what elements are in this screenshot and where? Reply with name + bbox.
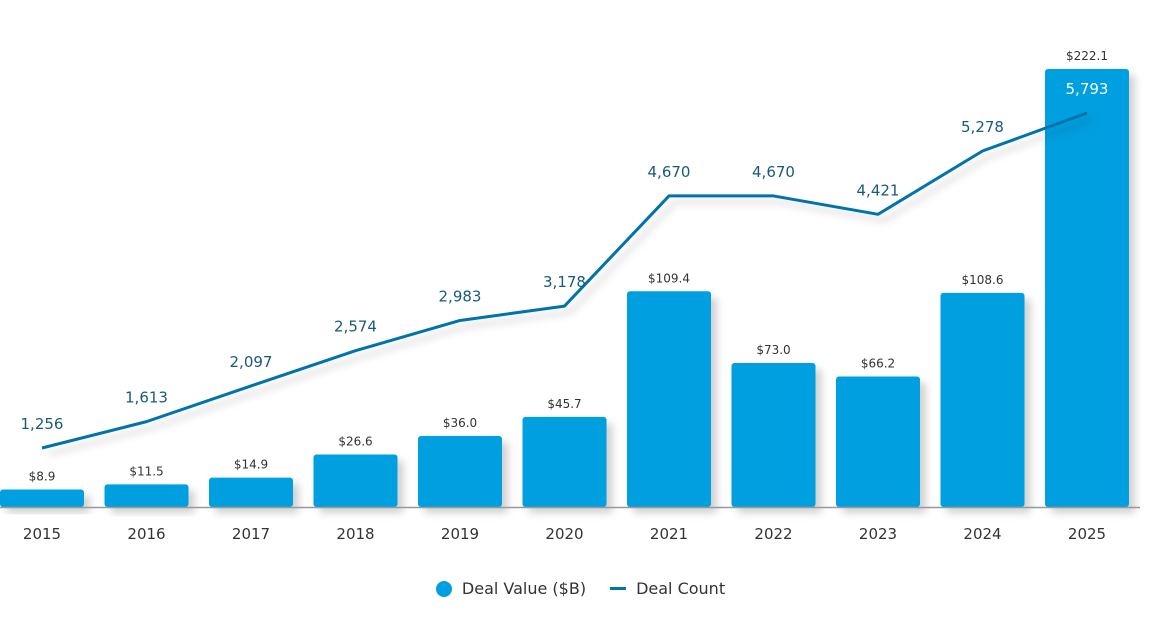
- line-point[interactable]: [353, 348, 359, 354]
- bar-label: $66.2: [861, 356, 895, 370]
- line-label: 2,097: [230, 353, 273, 371]
- x-tick-label: 2020: [545, 525, 583, 543]
- bar-2025[interactable]: [1045, 69, 1129, 507]
- x-tick-label: 2021: [650, 525, 688, 543]
- x-tick-label: 2019: [441, 525, 479, 543]
- bar-2019[interactable]: [418, 436, 502, 507]
- bar-label: $14.9: [234, 458, 268, 472]
- x-tick-label: 2015: [23, 525, 61, 543]
- line-label: 1,256: [21, 415, 64, 433]
- line-label: 2,983: [439, 287, 482, 305]
- bar-label: $108.6: [962, 273, 1004, 287]
- bar-label: $73.0: [756, 343, 790, 357]
- bar-2015[interactable]: [0, 489, 84, 507]
- line-point[interactable]: [875, 211, 881, 217]
- line-point[interactable]: [980, 148, 986, 154]
- bar-2022[interactable]: [731, 363, 816, 507]
- line-label: 5,278: [961, 118, 1004, 136]
- deal-count-line[interactable]: [41, 111, 1088, 450]
- legend-line-marker: [610, 587, 627, 590]
- x-tick-label: 2016: [127, 525, 165, 543]
- line-point[interactable]: [248, 383, 254, 389]
- bar-label: $26.6: [338, 435, 372, 449]
- line-label: 1,613: [125, 389, 168, 407]
- line-point[interactable]: [562, 303, 568, 309]
- x-tick-label: 2017: [232, 525, 270, 543]
- bar-label: $109.4: [648, 271, 690, 285]
- bar-label: $36.0: [443, 416, 477, 430]
- legend-line-label[interactable]: Deal Count: [636, 579, 726, 598]
- line-point[interactable]: [39, 445, 45, 451]
- x-tick-label: 2025: [1068, 525, 1106, 543]
- line-label: 2,574: [334, 318, 377, 336]
- line-point[interactable]: [666, 193, 672, 199]
- bar-label: $11.5: [129, 464, 163, 478]
- bar-2016[interactable]: [104, 484, 189, 507]
- bar-2023[interactable]: [836, 376, 920, 507]
- x-tick-label: 2018: [336, 525, 374, 543]
- x-tick-label: 2022: [754, 525, 792, 543]
- line-point[interactable]: [457, 317, 463, 323]
- line-label: 4,670: [648, 163, 691, 181]
- line-label: 4,670: [752, 163, 795, 181]
- bar-2024[interactable]: [940, 292, 1025, 507]
- bar-label: $8.9: [29, 469, 56, 483]
- bar-2018[interactable]: [313, 454, 398, 507]
- line-label: 4,421: [857, 181, 900, 199]
- legend-bar-label[interactable]: Deal Value ($B): [461, 579, 587, 598]
- line-label: 3,178: [543, 273, 586, 291]
- line-point[interactable]: [771, 193, 777, 199]
- bar-2017[interactable]: [209, 477, 293, 507]
- line-point[interactable]: [1084, 110, 1090, 116]
- line-point[interactable]: [144, 419, 150, 425]
- bar-label: $222.1: [1066, 49, 1108, 63]
- chart: $8.9 2015 $11.5 2016 $14.9 2017 $26.6 2018 $36.0…: [0, 49, 1140, 543]
- line-label: 5,793: [1066, 80, 1109, 98]
- legend: Deal Value ($B) Deal Count: [0, 579, 1161, 598]
- legend-bar-marker: [435, 580, 452, 597]
- x-tick-label: 2023: [859, 525, 897, 543]
- bar-2021[interactable]: [627, 291, 711, 507]
- x-tick-label: 2024: [963, 525, 1001, 543]
- bar-label: $45.7: [547, 397, 581, 411]
- bar-2020[interactable]: [522, 416, 607, 507]
